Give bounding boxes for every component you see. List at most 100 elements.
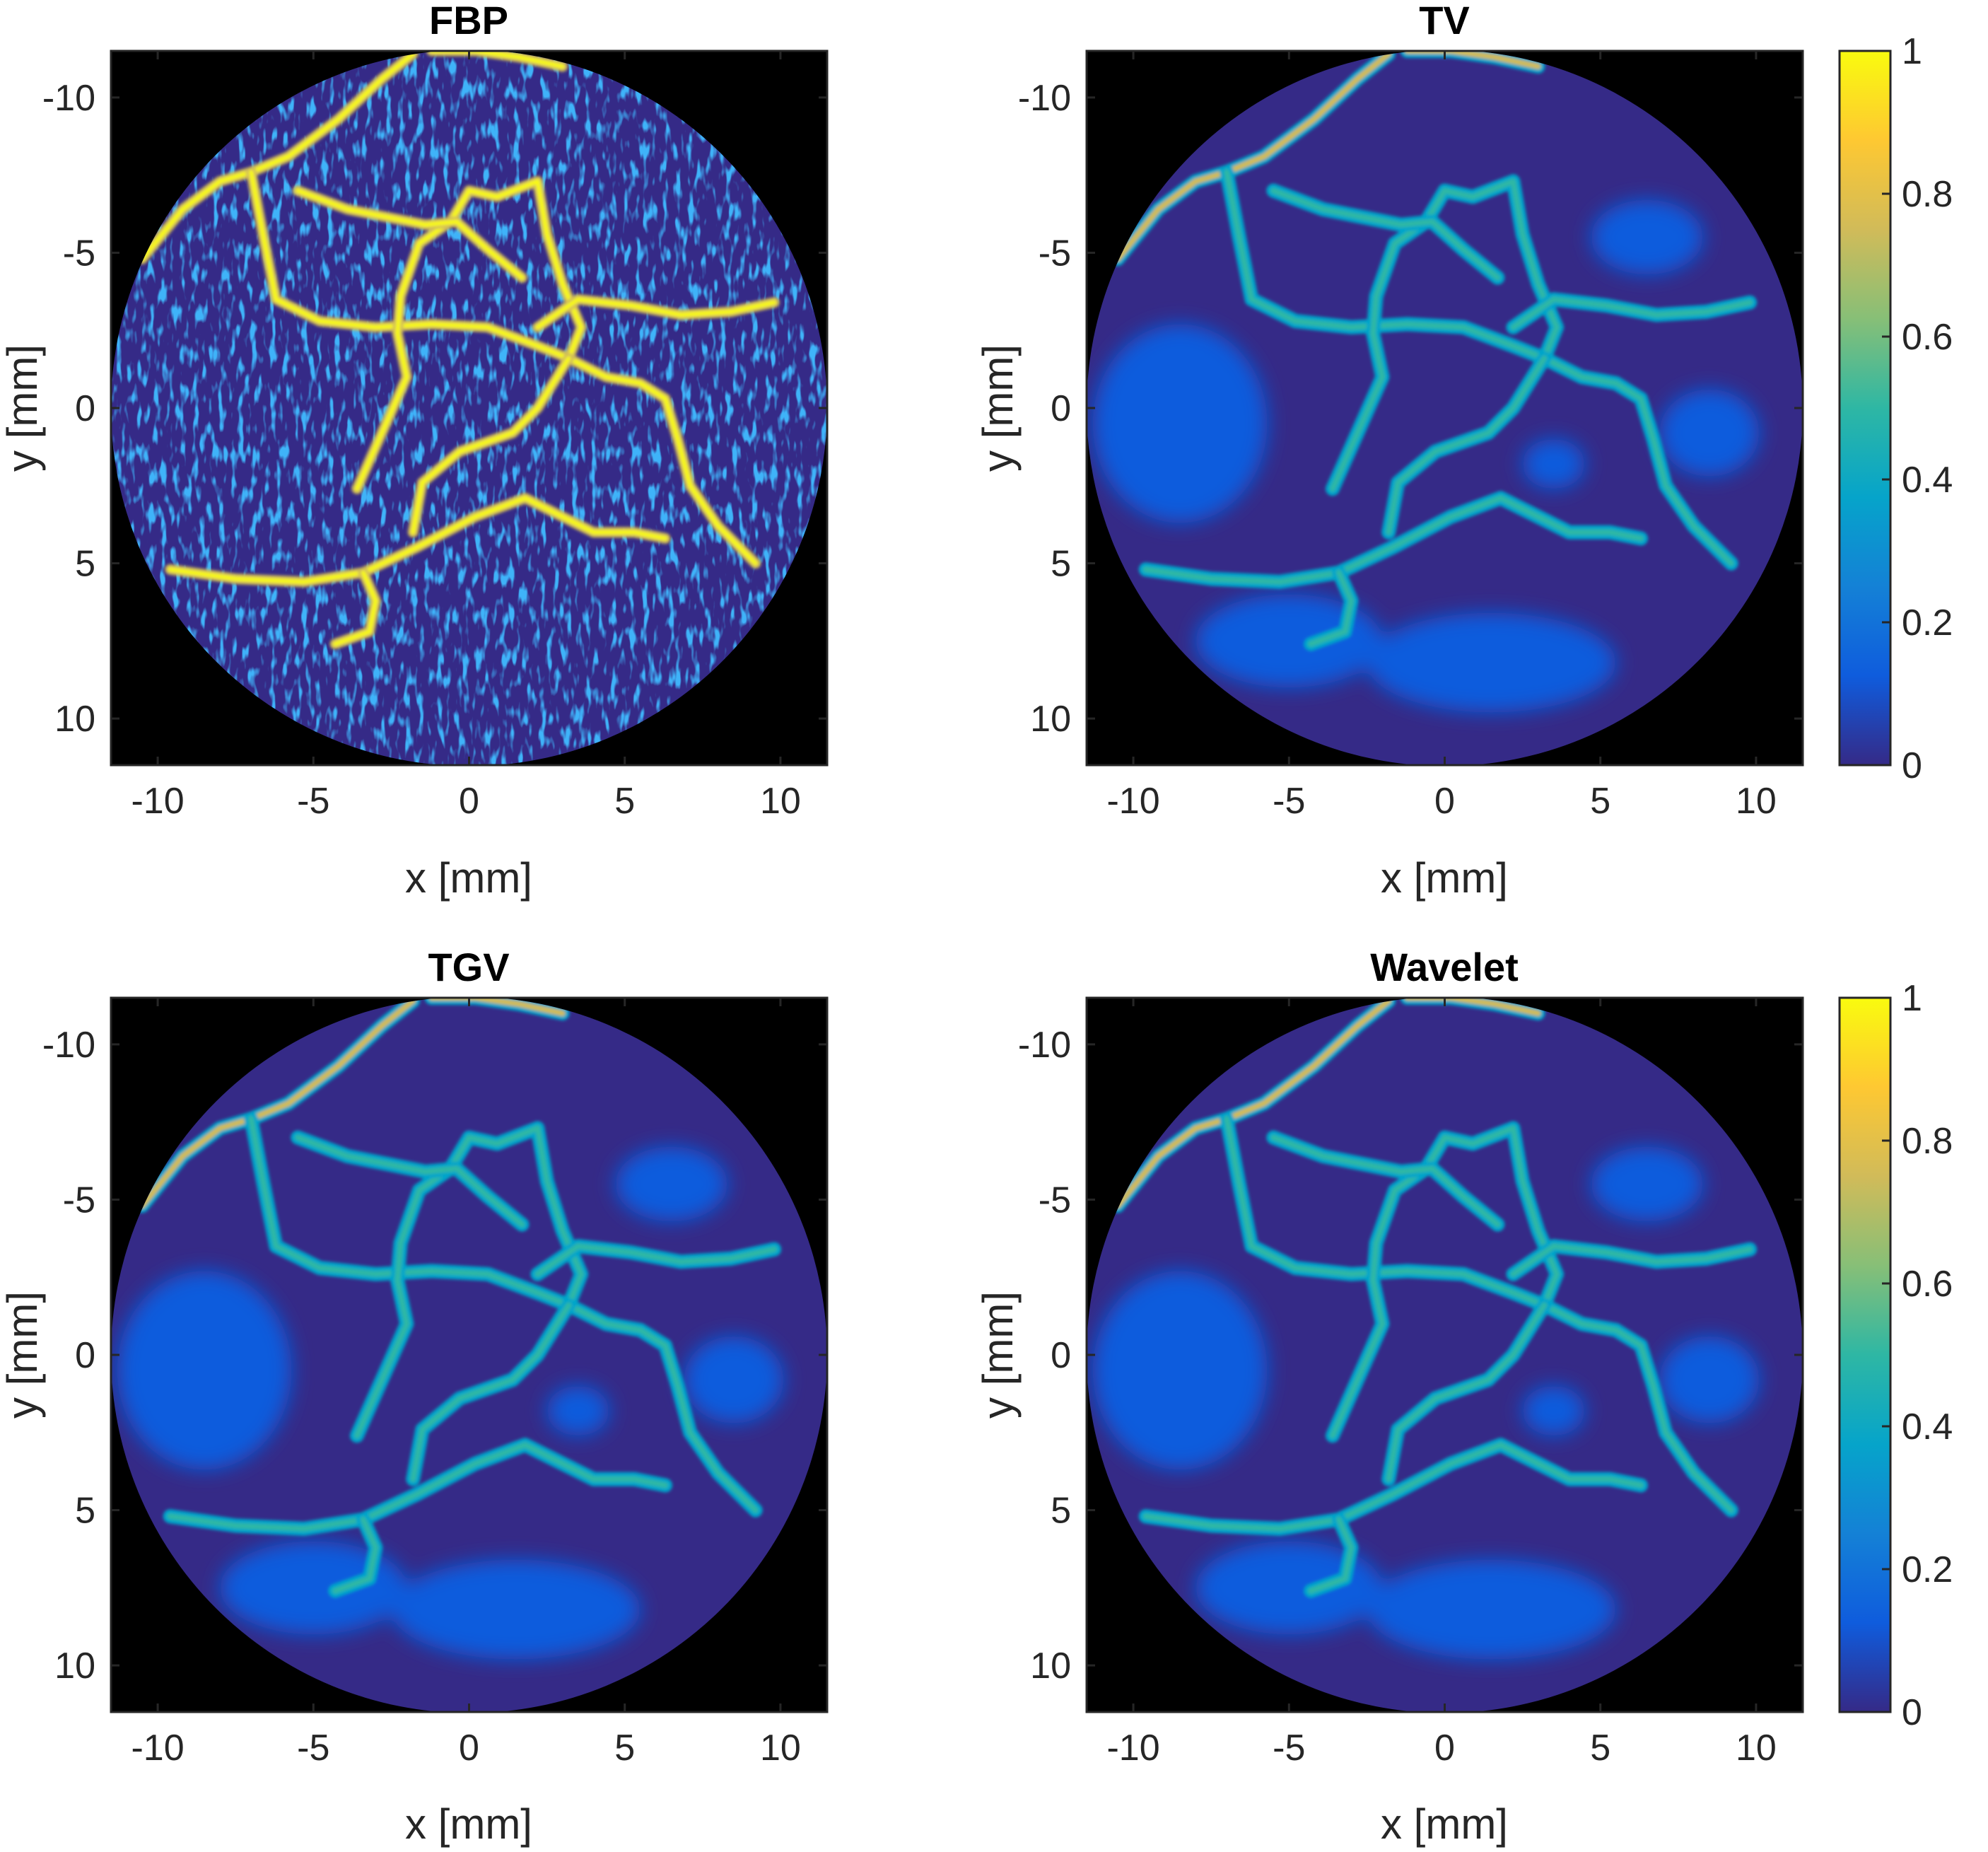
- axis-ticks: -10 -5 0 5 10 -10 -5 0 5 10: [42, 51, 827, 822]
- x-tick-label: -5: [1273, 1728, 1305, 1769]
- x-tick-label: 5: [1590, 1728, 1610, 1769]
- vessel-core: [1510, 296, 1753, 330]
- vessel-network: [135, 996, 782, 1598]
- vessel-core: [1308, 1516, 1355, 1594]
- vessel-core: [295, 1134, 525, 1228]
- haze-blob: [1195, 594, 1383, 688]
- y-tick-label: 10: [1030, 1646, 1071, 1687]
- vessel-core: [1224, 1116, 1548, 1308]
- y-axis-label: y [mm]: [974, 344, 1022, 472]
- vessel-core: [249, 52, 416, 175]
- x-tick-label: 10: [760, 1728, 801, 1769]
- haze-blob: [546, 1385, 609, 1436]
- haze-blob: [1367, 612, 1616, 713]
- y-tick-label: 0: [75, 1335, 95, 1376]
- image-area: [110, 49, 829, 767]
- y-tick-label: -5: [1039, 233, 1071, 274]
- haze-blob: [684, 1336, 784, 1423]
- haze-blob: [1092, 1271, 1268, 1470]
- image-content: [1092, 996, 1760, 1660]
- panel-fbp: FBP x [mm] y [mm] -10 -5 0 5 10 -10 -5 0 5 10: [0, 0, 829, 902]
- vessel-core: [1541, 355, 1734, 566]
- x-tick-label: 0: [459, 781, 479, 822]
- y-tick-label: 0: [75, 388, 95, 429]
- x-axis-label: x [mm]: [1381, 854, 1508, 902]
- y-tick-label: 0: [1051, 388, 1071, 429]
- panel-title: TV: [1419, 0, 1470, 42]
- vessel-core: [333, 570, 378, 646]
- x-tick-label: -5: [297, 1728, 329, 1769]
- vessel-core: [566, 356, 758, 566]
- colorbar-frame: [1838, 49, 1892, 767]
- x-tick-label: 5: [614, 1728, 635, 1769]
- x-tick-label: 10: [1736, 781, 1777, 822]
- y-tick-label: -10: [1018, 1025, 1071, 1066]
- y-tick-label: 5: [75, 544, 95, 585]
- y-tick-label: -10: [42, 1025, 95, 1066]
- vessel-core: [248, 1116, 572, 1308]
- vessel-core: [1224, 998, 1392, 1122]
- haze-blob: [1195, 1541, 1383, 1635]
- vessel-core: [1386, 355, 1548, 535]
- x-tick-label: -5: [1273, 781, 1305, 822]
- vessel-core: [1224, 169, 1548, 361]
- image-area: [1085, 49, 1804, 767]
- image-area: [1085, 996, 1804, 1713]
- x-tick-label: -5: [297, 781, 329, 822]
- colorbar: 0 0.2 0.4 0.6 0.8 1: [1838, 978, 1953, 1733]
- image-area: [110, 996, 829, 1713]
- vessel-core: [1142, 495, 1644, 585]
- panel-wavelet: Wavelet x [mm] y [mm] -10 -5 0 5 10-10-50510…: [974, 945, 1953, 1848]
- y-tick-label: -10: [1018, 78, 1071, 119]
- colorbar-gradient: [1840, 51, 1890, 765]
- y-axis-label: y [mm]: [974, 1291, 1022, 1419]
- vessel-core: [296, 188, 525, 280]
- colorbar-tick-label: 0.8: [1902, 1121, 1953, 1162]
- vessel-core: [1386, 1302, 1548, 1482]
- axis-ticks: -10 -5 0 5 10 -10 -5 0 5 10: [42, 998, 827, 1769]
- colorbar-tick-label: 0.2: [1902, 602, 1953, 643]
- vessel-core: [140, 170, 254, 262]
- y-axis-label: y [mm]: [0, 344, 46, 472]
- background-haze: [117, 1146, 784, 1660]
- haze-blob: [1522, 438, 1585, 489]
- y-axis-label: y [mm]: [0, 1291, 46, 1419]
- vessel-network: [136, 49, 780, 650]
- colorbar-tick-label: 0.8: [1902, 174, 1953, 215]
- y-tick-label: 10: [54, 699, 95, 740]
- vessel-core: [249, 170, 571, 361]
- y-tick-label: 0: [1051, 1335, 1071, 1376]
- vessel-core: [1510, 1243, 1753, 1277]
- colorbar-tick-label: 0: [1902, 1692, 1922, 1733]
- y-tick-label: 5: [75, 1491, 95, 1532]
- x-axis-label: x [mm]: [1381, 1800, 1508, 1848]
- haze-blob: [1522, 1385, 1585, 1436]
- x-tick-label: -10: [131, 1728, 184, 1769]
- haze-blob: [1092, 324, 1268, 523]
- background-haze: [1092, 1146, 1760, 1660]
- panel-tgv: TGV x [mm] y [mm] -10 -5 0 5 10 -10 -5 0 5 10: [0, 945, 829, 1848]
- x-tick-label: -10: [1106, 781, 1159, 822]
- vessel-core: [248, 998, 416, 1122]
- haze-blob: [117, 1271, 292, 1470]
- colorbar-tick-label: 0.4: [1902, 460, 1953, 501]
- vessel-network: [1111, 996, 1758, 1598]
- vessel-core: [1270, 187, 1501, 281]
- x-tick-label: -10: [1106, 1728, 1159, 1769]
- y-tick-label: 10: [1030, 699, 1071, 740]
- x-tick-label: 0: [1434, 781, 1455, 822]
- vessel-core: [566, 1302, 759, 1513]
- y-tick-label: 10: [54, 1646, 95, 1687]
- vessel-core: [1224, 51, 1392, 175]
- colorbar-gradient: [1840, 998, 1890, 1712]
- vessel-core: [353, 1125, 585, 1439]
- x-tick-label: 10: [1736, 1728, 1777, 1769]
- haze-blob: [391, 1559, 641, 1660]
- colorbar-tick-label: 0.2: [1902, 1549, 1953, 1590]
- vessel-core: [1329, 178, 1560, 492]
- colorbar-tick-label: 1: [1902, 978, 1922, 1019]
- haze-blob: [1659, 389, 1760, 477]
- y-tick-label: -5: [1039, 1180, 1071, 1221]
- y-tick-label: -5: [63, 233, 95, 274]
